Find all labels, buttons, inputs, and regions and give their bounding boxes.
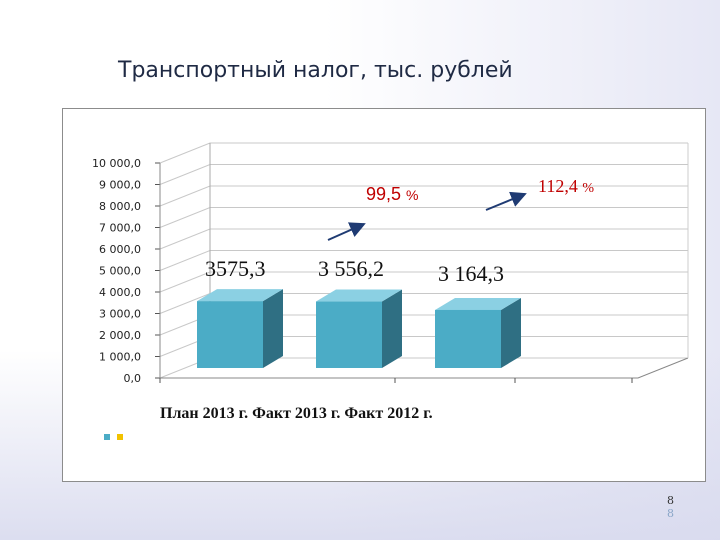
legend-marker-2 bbox=[117, 434, 123, 440]
y-tick-label: 0,0 bbox=[124, 372, 142, 385]
bar-top bbox=[197, 289, 283, 302]
arrow-growth bbox=[485, 191, 527, 211]
bar bbox=[316, 301, 382, 368]
bar-layer bbox=[197, 289, 521, 368]
bar-side bbox=[263, 289, 283, 368]
x-axis-categories: План 2013 г. Факт 2013 г. Факт 2012 г. bbox=[160, 405, 433, 422]
gridline bbox=[159, 185, 688, 207]
bar-side bbox=[501, 297, 521, 368]
y-tick-label: 3 000,0 bbox=[99, 308, 141, 321]
legend-marker-1 bbox=[104, 434, 110, 440]
y-tick-label: 5 000,0 bbox=[99, 265, 141, 278]
data-label: 3575,3 bbox=[205, 256, 266, 281]
y-tick-label: 1 000,0 bbox=[99, 351, 141, 364]
gridline bbox=[159, 228, 688, 250]
y-tick-label: 10 000,0 bbox=[92, 157, 141, 170]
y-tick-label: 9 000,0 bbox=[99, 179, 141, 192]
data-label: 3 556,2 bbox=[318, 256, 384, 281]
growth-annotation: 99,5 % bbox=[366, 184, 419, 204]
bar bbox=[435, 309, 501, 368]
page-number-shadow: 8 bbox=[667, 507, 674, 520]
bar bbox=[197, 301, 263, 368]
growth-annotation: 112,4 % bbox=[538, 176, 594, 196]
gridline bbox=[159, 142, 688, 164]
page-number: 8 bbox=[667, 494, 674, 507]
gridline bbox=[159, 164, 688, 185]
annotation-layer: 99,5 % 112,4 % bbox=[327, 176, 594, 241]
y-tick-label: 7 000,0 bbox=[99, 222, 141, 235]
gridline bbox=[159, 207, 688, 228]
axis-layer: 0,0 1 000,0 2 000,0 3 000,0 4 000,0 5 000,0 6 … bbox=[92, 143, 689, 385]
label-layer: 3575,3 3 556,2 3 164,3 План 2013 г. Факт 20… bbox=[160, 256, 504, 422]
y-tick-label: 2 000,0 bbox=[99, 329, 141, 342]
y-tick-label: 8 000,0 bbox=[99, 200, 141, 213]
data-label: 3 164,3 bbox=[438, 261, 504, 286]
y-tick-label: 6 000,0 bbox=[99, 243, 141, 256]
y-tick-label: 4 000,0 bbox=[99, 286, 141, 299]
bar-top bbox=[435, 297, 521, 310]
floor-edge bbox=[160, 357, 689, 379]
bar-top bbox=[316, 289, 402, 302]
arrow-plan-vs-fact bbox=[327, 222, 366, 241]
slide-title: Транспортный налог, тыс. рублей bbox=[118, 58, 513, 83]
bar-side bbox=[382, 289, 402, 368]
